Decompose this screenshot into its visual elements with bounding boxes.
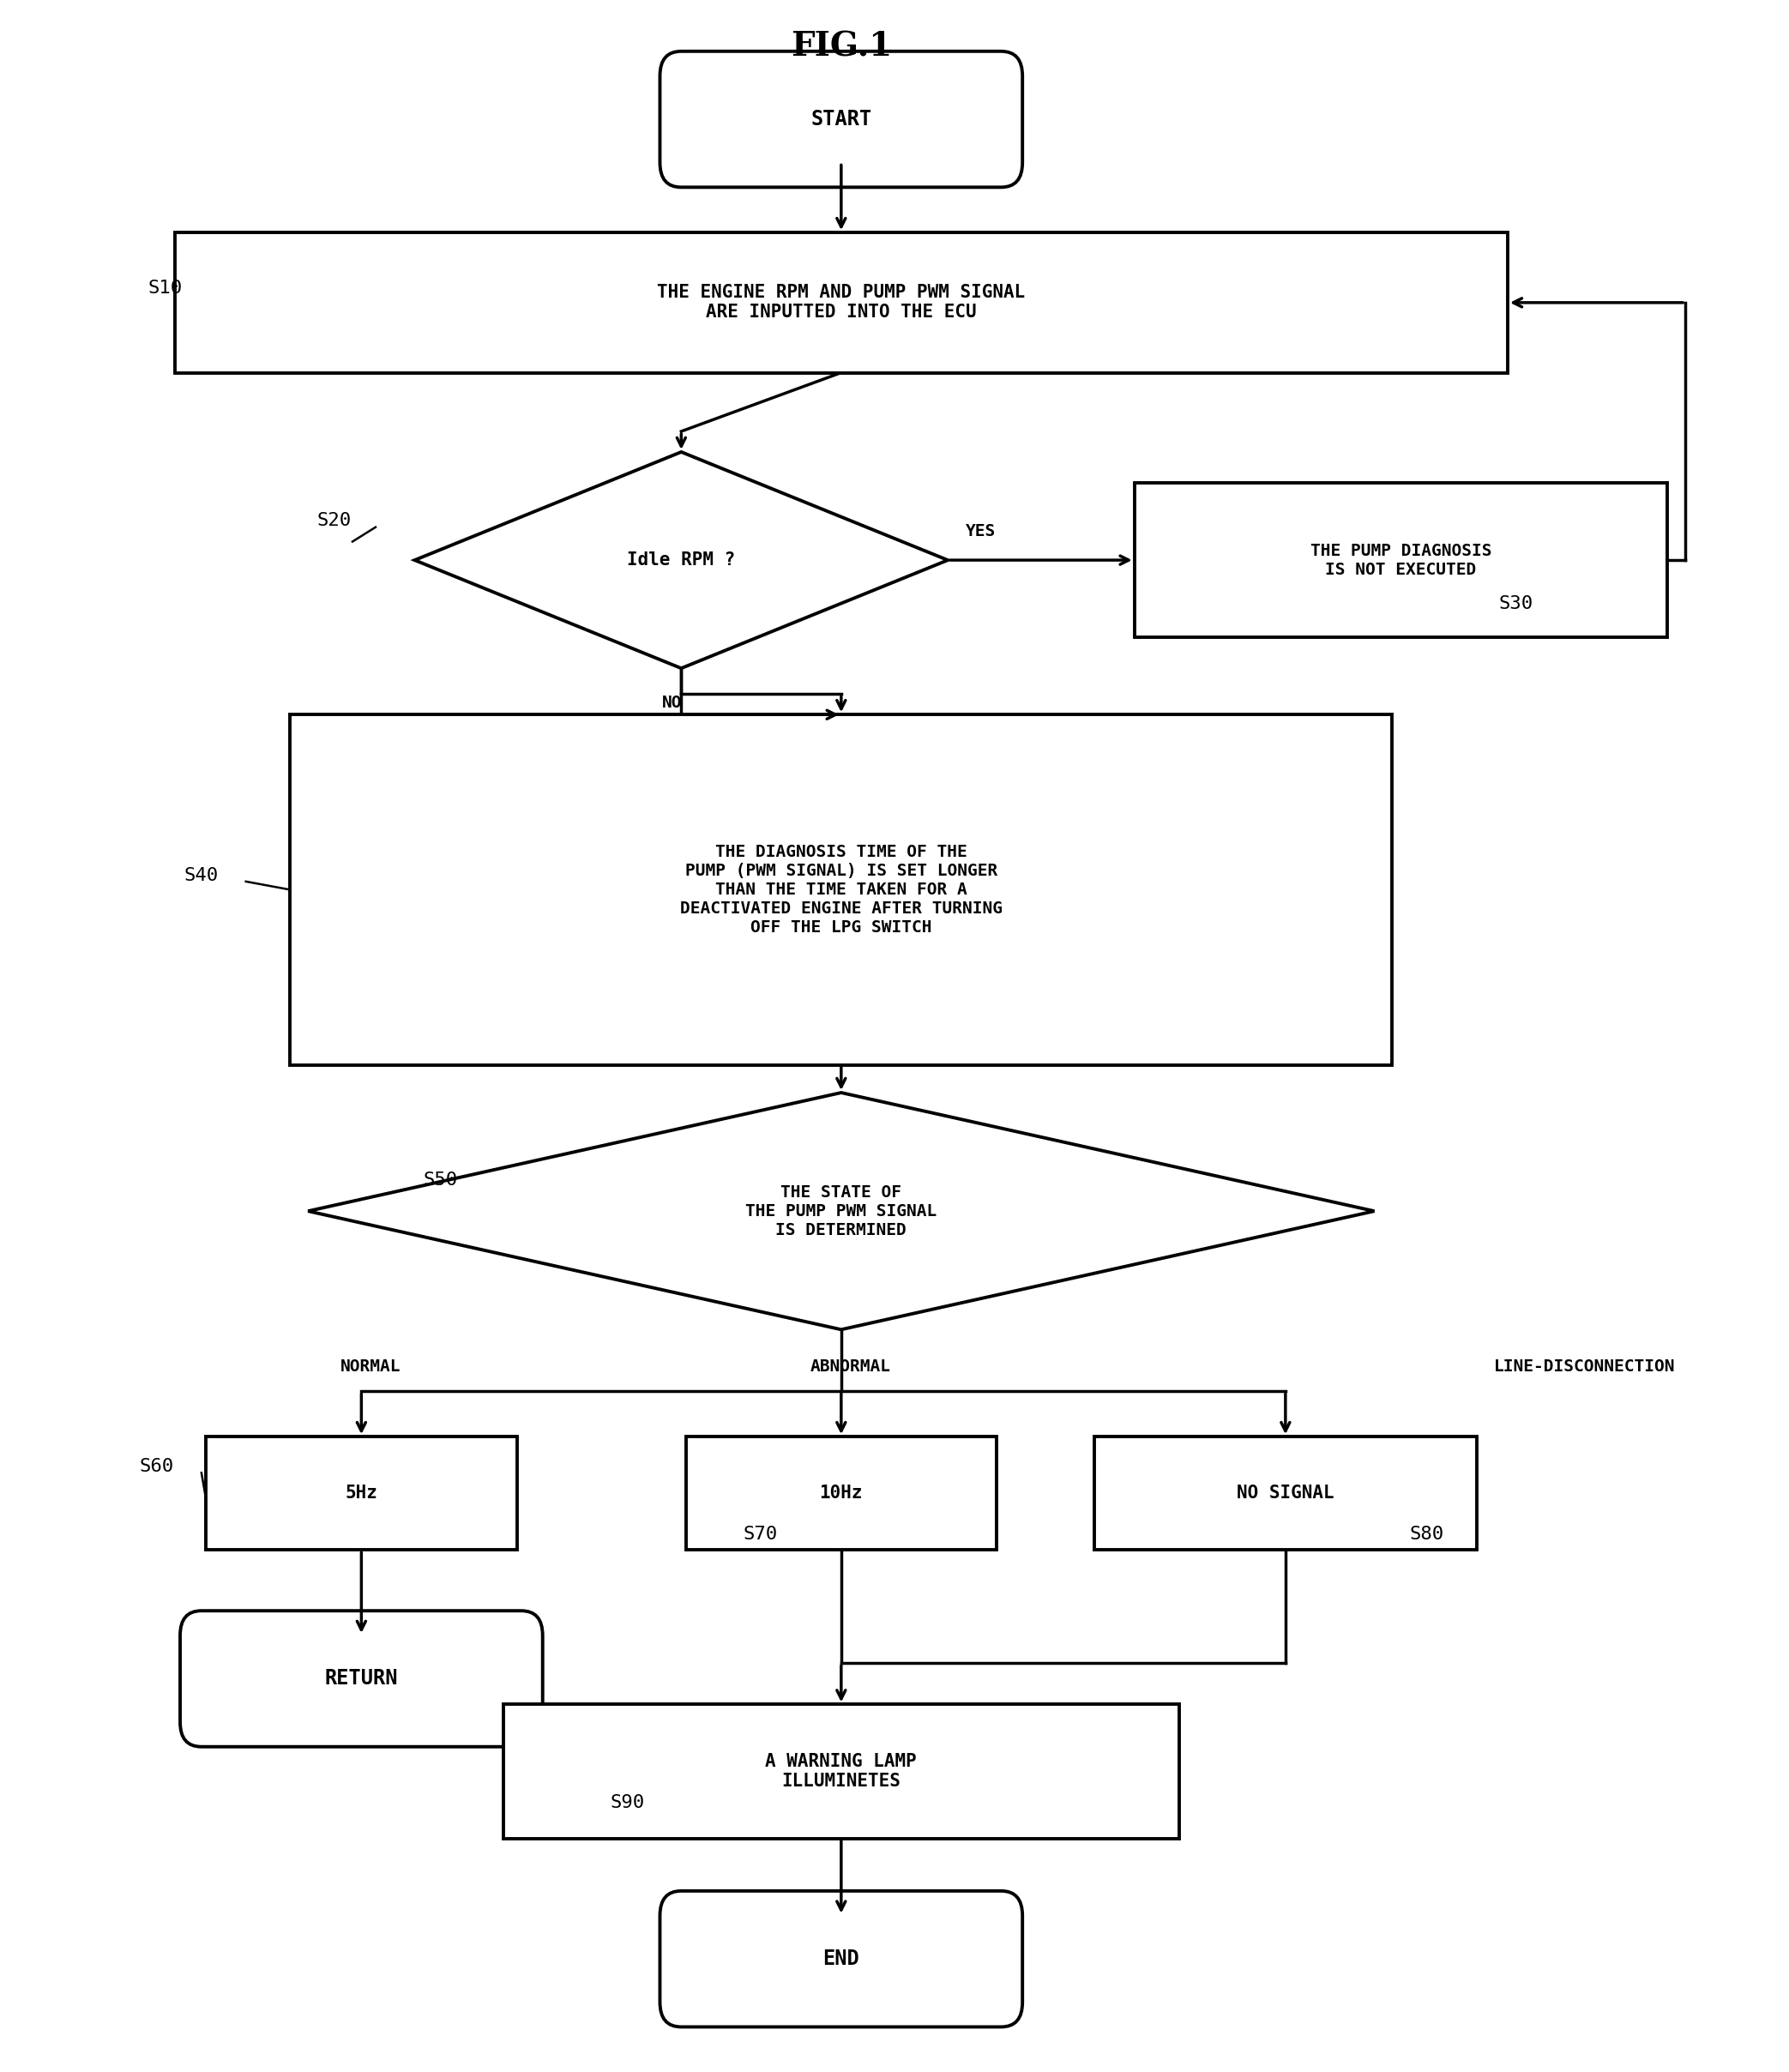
Bar (1095, 1436, 1476, 1550)
Text: S50: S50 (424, 1171, 458, 1189)
Text: S20: S20 (317, 512, 351, 530)
Bar (1134, 483, 1667, 638)
Text: START: START (810, 110, 871, 131)
Text: S60: S60 (140, 1459, 174, 1475)
FancyBboxPatch shape (660, 52, 1023, 186)
FancyBboxPatch shape (660, 1892, 1023, 2026)
Text: THE PUMP DIAGNOSIS
IS NOT EXECUTED: THE PUMP DIAGNOSIS IS NOT EXECUTED (1310, 543, 1492, 578)
Bar (290, 715, 1392, 1065)
Text: S30: S30 (1499, 595, 1533, 611)
Text: THE STATE OF
THE PUMP PWM SIGNAL
IS DETERMINED: THE STATE OF THE PUMP PWM SIGNAL IS DETE… (746, 1183, 937, 1239)
Text: FIG.1: FIG.1 (791, 31, 893, 64)
Text: END: END (823, 1948, 859, 1968)
Text: S80: S80 (1410, 1525, 1444, 1544)
Text: A WARNING LAMP
ILLUMINETES: A WARNING LAMP ILLUMINETES (766, 1753, 918, 1790)
Text: ABNORMAL: ABNORMAL (810, 1359, 891, 1376)
Text: S70: S70 (744, 1525, 778, 1544)
Bar (206, 1436, 517, 1550)
Text: 10Hz: 10Hz (819, 1486, 862, 1502)
Text: YES: YES (966, 522, 996, 539)
Text: NORMAL: NORMAL (340, 1359, 401, 1376)
Text: RETURN: RETURN (326, 1668, 397, 1689)
Text: S40: S40 (184, 866, 218, 885)
Text: THE ENGINE RPM AND PUMP PWM SIGNAL
ARE INPUTTED INTO THE ECU: THE ENGINE RPM AND PUMP PWM SIGNAL ARE I… (657, 284, 1025, 321)
Text: S10: S10 (148, 280, 182, 296)
Bar (503, 1705, 1179, 1838)
Text: 5Hz: 5Hz (345, 1486, 377, 1502)
Polygon shape (308, 1092, 1374, 1330)
Text: NO SIGNAL: NO SIGNAL (1236, 1486, 1335, 1502)
FancyBboxPatch shape (181, 1610, 542, 1747)
Bar (685, 1436, 996, 1550)
Text: NO: NO (662, 694, 682, 711)
Bar (175, 232, 1508, 373)
Text: LINE-DISCONNECTION: LINE-DISCONNECTION (1494, 1359, 1676, 1376)
Text: Idle RPM ?: Idle RPM ? (628, 551, 735, 568)
Text: THE DIAGNOSIS TIME OF THE
PUMP (PWM SIGNAL) IS SET LONGER
THAN THE TIME TAKEN FO: THE DIAGNOSIS TIME OF THE PUMP (PWM SIGN… (680, 843, 1002, 937)
Polygon shape (415, 452, 948, 669)
Text: S90: S90 (610, 1794, 644, 1811)
